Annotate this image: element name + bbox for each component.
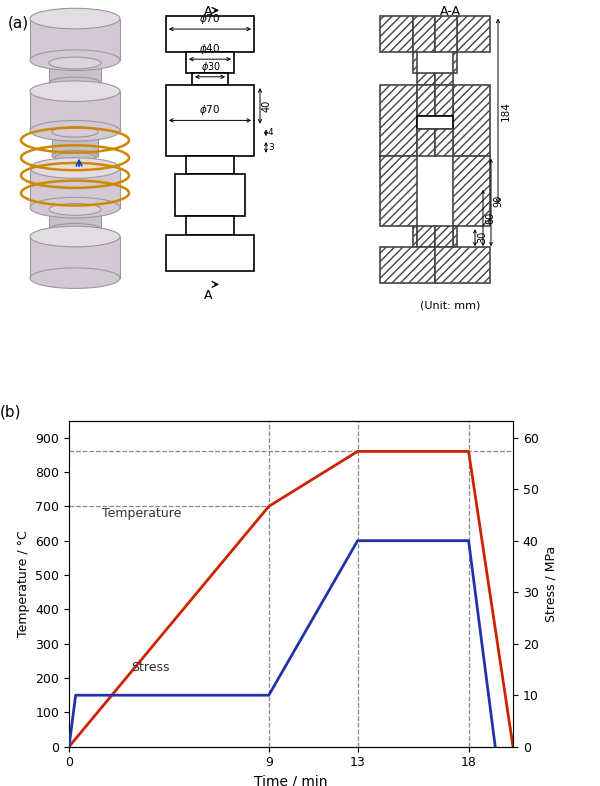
Bar	[166, 16, 254, 52]
Bar	[413, 226, 417, 247]
Text: Stress: Stress	[131, 661, 170, 674]
Bar	[417, 72, 435, 85]
Text: 90: 90	[493, 195, 503, 208]
Ellipse shape	[52, 127, 98, 137]
Bar	[417, 116, 453, 129]
Bar	[30, 168, 120, 208]
Ellipse shape	[52, 150, 98, 161]
Text: 3: 3	[268, 143, 274, 152]
Text: (a): (a)	[8, 16, 29, 31]
Bar	[380, 247, 435, 283]
Bar	[417, 129, 435, 156]
Bar	[186, 216, 234, 234]
Text: 40: 40	[262, 100, 272, 112]
Bar	[435, 85, 453, 116]
Bar	[30, 237, 120, 278]
Text: A: A	[204, 288, 212, 302]
Bar	[49, 63, 101, 83]
Text: 60: 60	[485, 212, 495, 224]
Bar	[175, 174, 245, 216]
Text: (b): (b)	[0, 404, 22, 419]
Ellipse shape	[49, 57, 101, 69]
Y-axis label: Temperature / °C: Temperature / °C	[17, 531, 30, 637]
Bar	[453, 85, 490, 156]
Bar	[30, 19, 120, 61]
Ellipse shape	[55, 156, 95, 164]
Bar	[30, 91, 120, 130]
Text: $\phi$30: $\phi$30	[201, 60, 221, 74]
Ellipse shape	[30, 9, 120, 29]
Ellipse shape	[30, 197, 120, 218]
Ellipse shape	[30, 50, 120, 71]
Ellipse shape	[49, 77, 101, 89]
Bar	[417, 226, 435, 247]
Text: Temperature: Temperature	[103, 507, 182, 520]
Bar	[380, 16, 413, 52]
Bar	[166, 234, 254, 271]
Ellipse shape	[55, 152, 95, 162]
Bar	[413, 52, 417, 72]
Bar	[186, 156, 234, 174]
Ellipse shape	[30, 158, 120, 178]
Y-axis label: Stress / MPa: Stress / MPa	[544, 545, 557, 622]
Bar	[435, 129, 453, 156]
Text: $\phi$70: $\phi$70	[199, 12, 221, 26]
Ellipse shape	[49, 223, 101, 235]
Bar	[166, 85, 254, 156]
Bar	[380, 85, 417, 156]
Bar	[453, 156, 490, 226]
Ellipse shape	[49, 204, 101, 215]
Text: A-A: A-A	[439, 6, 461, 18]
Bar	[55, 157, 95, 160]
Bar	[192, 72, 228, 85]
Ellipse shape	[30, 120, 120, 141]
Bar	[457, 16, 490, 52]
Text: $\phi$40: $\phi$40	[199, 42, 221, 56]
Bar	[186, 52, 234, 72]
X-axis label: Time / min: Time / min	[254, 775, 328, 786]
Bar	[413, 16, 435, 52]
Ellipse shape	[30, 268, 120, 288]
Bar	[435, 226, 453, 247]
Bar	[417, 85, 435, 116]
Text: A: A	[204, 6, 212, 18]
Text: 30: 30	[477, 230, 487, 243]
Bar	[49, 209, 101, 230]
Text: 184: 184	[501, 101, 511, 121]
Bar	[435, 72, 453, 85]
Text: 4: 4	[268, 128, 274, 138]
Text: $\phi$70: $\phi$70	[199, 103, 221, 117]
Bar	[435, 16, 457, 52]
Ellipse shape	[30, 81, 120, 101]
Bar	[453, 52, 457, 72]
Bar	[435, 247, 490, 283]
Bar	[453, 226, 457, 247]
Bar	[380, 156, 417, 226]
Ellipse shape	[30, 226, 120, 247]
Text: (Unit: mm): (Unit: mm)	[420, 301, 480, 311]
Bar	[52, 132, 98, 156]
